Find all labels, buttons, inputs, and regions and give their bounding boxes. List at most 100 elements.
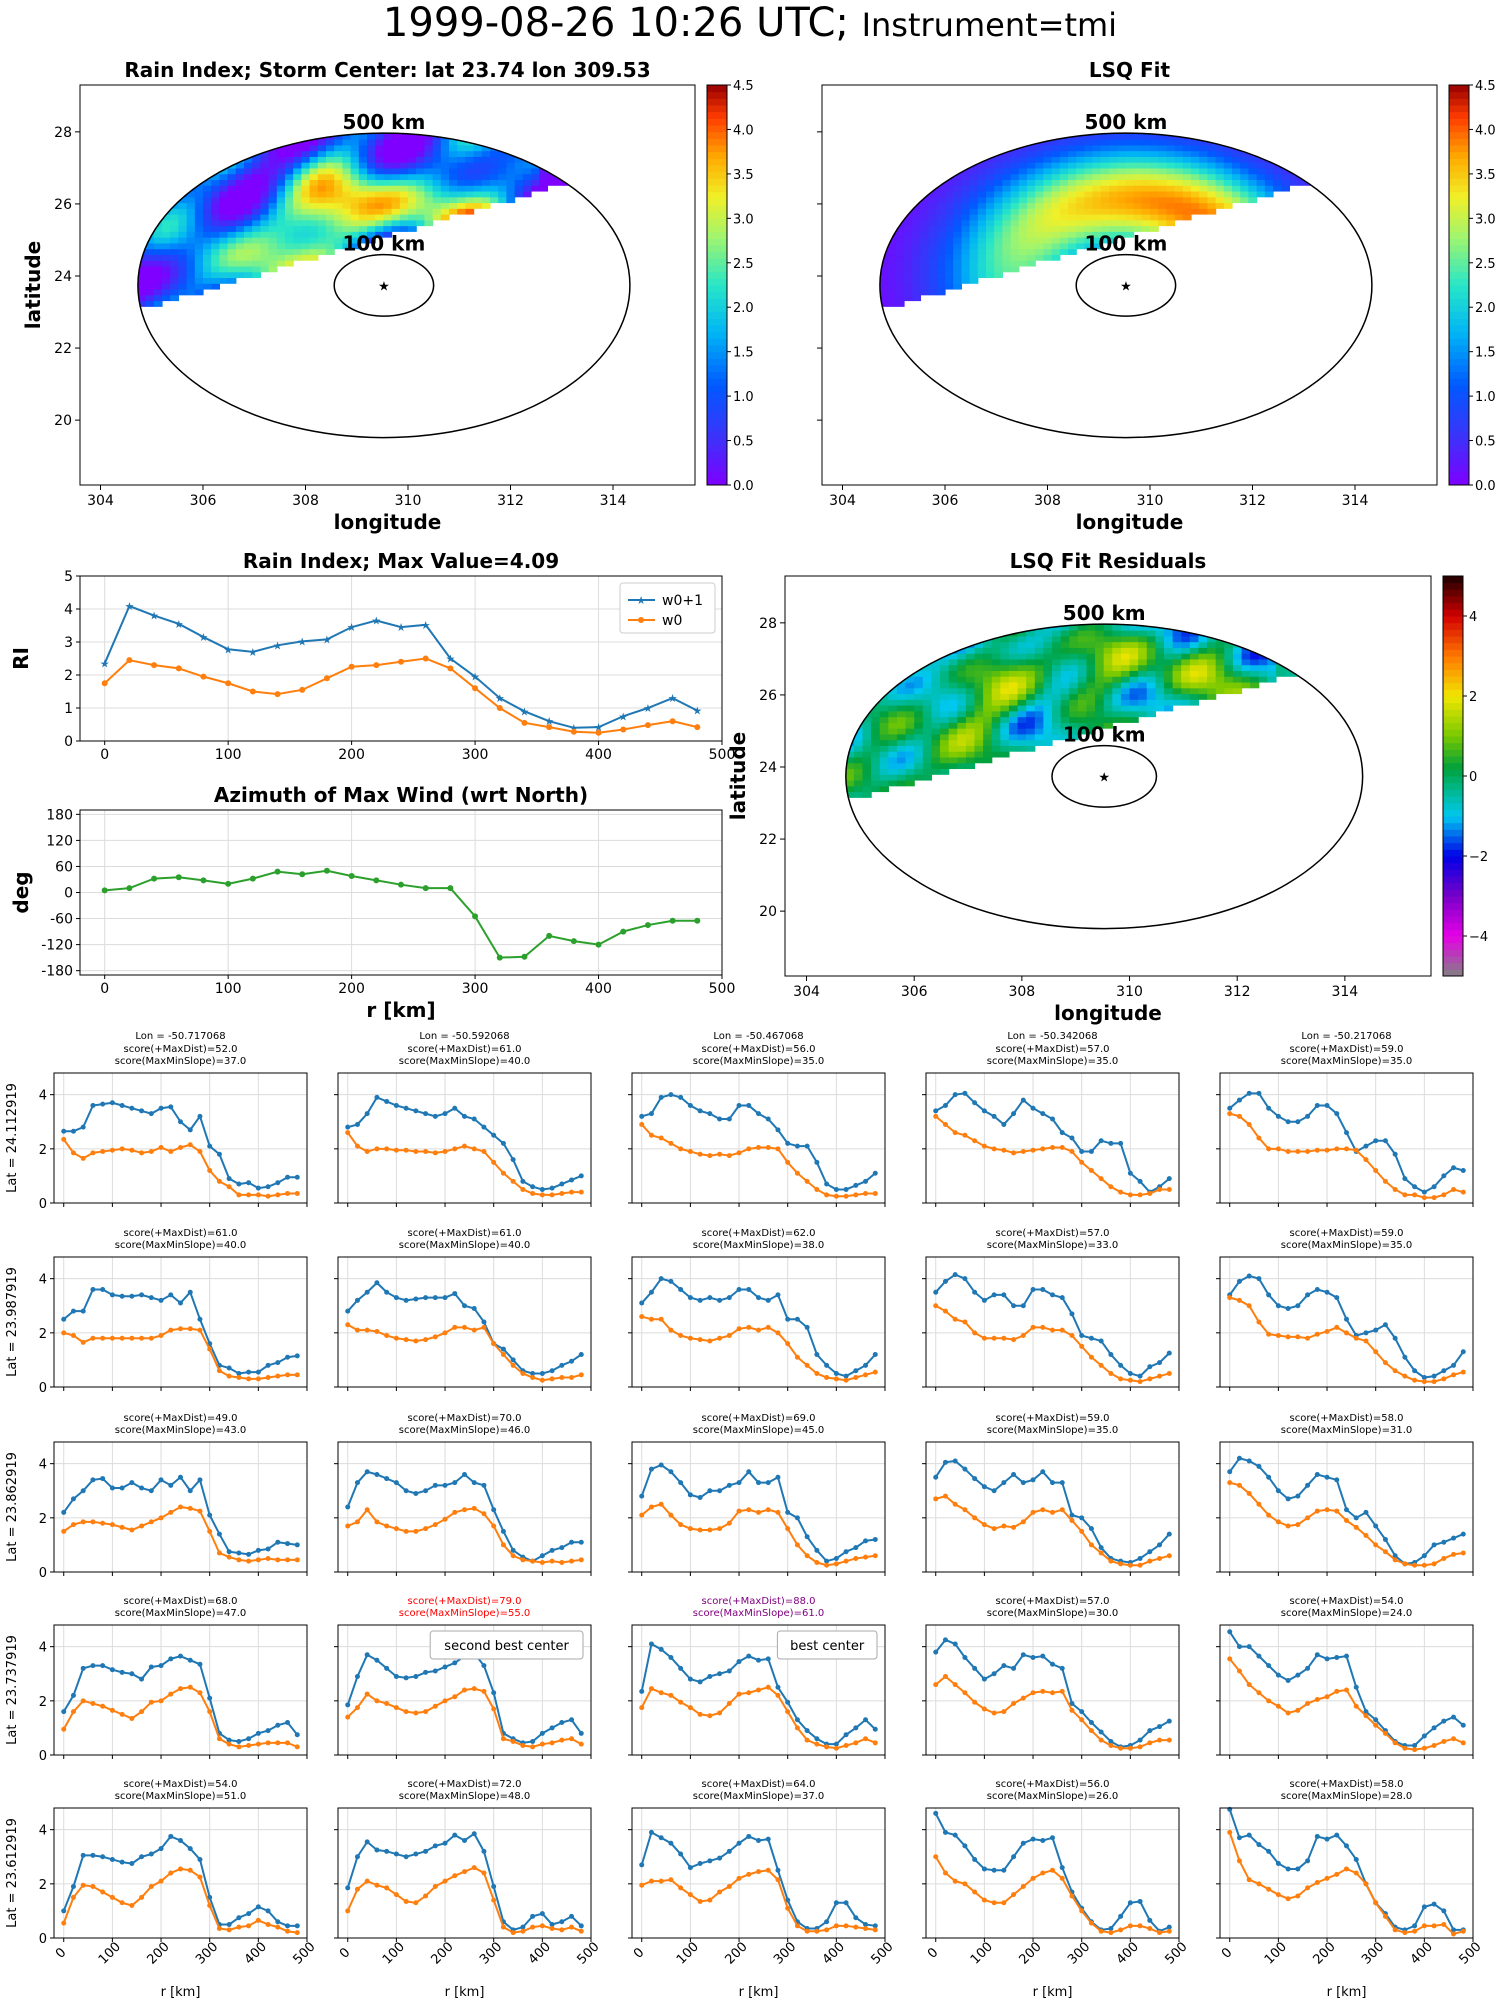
colorbar-tick-label: 0.5	[1475, 435, 1496, 450]
map-cell	[235, 167, 245, 175]
x-tick-label: 308	[292, 493, 319, 509]
map-cell	[1017, 687, 1027, 695]
map-cell	[244, 185, 253, 192]
map-cell	[1043, 190, 1053, 198]
map-cell	[888, 699, 898, 706]
map-cell	[367, 139, 376, 146]
map-cell	[1027, 214, 1036, 221]
map-cell	[1174, 214, 1184, 221]
map-cell	[914, 739, 924, 746]
map-cell	[986, 219, 995, 227]
map-cell	[994, 208, 1003, 215]
map-cell	[186, 190, 196, 198]
map-cell	[1010, 202, 1020, 209]
map-cell	[945, 196, 954, 204]
map-cell	[260, 185, 270, 192]
map-cell	[178, 225, 188, 232]
map-cell	[350, 139, 360, 146]
map-cell	[945, 265, 954, 273]
map-cell	[342, 237, 352, 244]
map-cell	[928, 242, 938, 250]
map-cell	[235, 271, 245, 279]
map-cell	[514, 173, 524, 181]
colorbar-cell	[1449, 138, 1469, 146]
map-cell	[440, 150, 450, 157]
map-cell	[1207, 173, 1217, 181]
map-cell	[440, 190, 450, 198]
map-cell	[285, 208, 294, 215]
map-cell	[490, 150, 499, 157]
map-cell	[912, 242, 921, 250]
map-cell	[1158, 162, 1167, 169]
map-cell	[896, 681, 907, 689]
map-cell	[547, 179, 557, 186]
map-cell	[342, 208, 352, 215]
map-cell	[994, 265, 1003, 273]
map-cell	[1051, 139, 1061, 146]
map-cell	[914, 728, 924, 735]
map-cell	[905, 733, 915, 741]
map-cell	[301, 173, 311, 181]
map-cell	[983, 699, 993, 706]
map-cell	[440, 144, 450, 152]
map-cell	[983, 676, 993, 683]
map-cell	[1166, 208, 1176, 215]
map-cell	[991, 670, 1001, 677]
map-cell	[1150, 190, 1159, 198]
map-cell	[1084, 139, 1094, 146]
map-cell	[440, 156, 450, 163]
map-cell	[945, 231, 954, 238]
map-cell	[1166, 214, 1176, 221]
map-cell	[879, 739, 889, 746]
map-cell	[276, 214, 286, 221]
map-cell	[994, 202, 1003, 209]
map-cell	[953, 237, 962, 244]
map-cell	[1158, 150, 1167, 157]
map-cell	[285, 144, 294, 152]
range-ring-label: 500 km	[342, 110, 425, 134]
map-cell	[1174, 167, 1184, 175]
map-cell	[1008, 670, 1019, 677]
map-cell	[235, 242, 245, 250]
map-cell	[936, 214, 946, 221]
map-cell	[457, 208, 466, 215]
map-cell	[219, 190, 229, 198]
map-cell	[235, 196, 245, 204]
map-cell	[983, 705, 993, 712]
map-cell	[922, 774, 933, 781]
map-cell	[1100, 214, 1110, 221]
map-cell	[408, 190, 417, 198]
map-cell	[211, 208, 220, 215]
map-cell	[1199, 167, 1208, 175]
map-cell	[991, 699, 1001, 706]
map-cell	[1051, 208, 1061, 215]
map-cell	[961, 237, 971, 244]
map-cell	[481, 162, 491, 169]
map-cell	[326, 202, 335, 209]
map-cell	[974, 681, 984, 689]
map-cell	[905, 693, 915, 700]
map-cell	[1191, 162, 1200, 169]
map-cell	[186, 271, 196, 279]
map-cell	[309, 139, 319, 146]
map-cell	[490, 190, 499, 198]
map-cell	[905, 756, 915, 764]
map-cell	[1092, 150, 1102, 157]
map-cell	[1051, 144, 1061, 152]
map-cell	[244, 260, 253, 267]
map-cell	[1158, 167, 1167, 175]
map-cell	[1273, 167, 1282, 175]
map-cell	[211, 231, 220, 238]
map-cell	[1141, 196, 1151, 204]
map-cell	[1133, 156, 1143, 163]
map-cell	[1008, 710, 1019, 718]
colorbar-frame	[1448, 84, 1470, 486]
map-cell	[170, 288, 179, 296]
map-cell	[1027, 225, 1036, 232]
map-cell	[1017, 658, 1027, 666]
map-cell	[845, 791, 855, 798]
map-cell	[432, 139, 442, 146]
map-cell	[367, 173, 376, 181]
map-cell	[1051, 179, 1061, 186]
map-cell	[432, 144, 442, 152]
